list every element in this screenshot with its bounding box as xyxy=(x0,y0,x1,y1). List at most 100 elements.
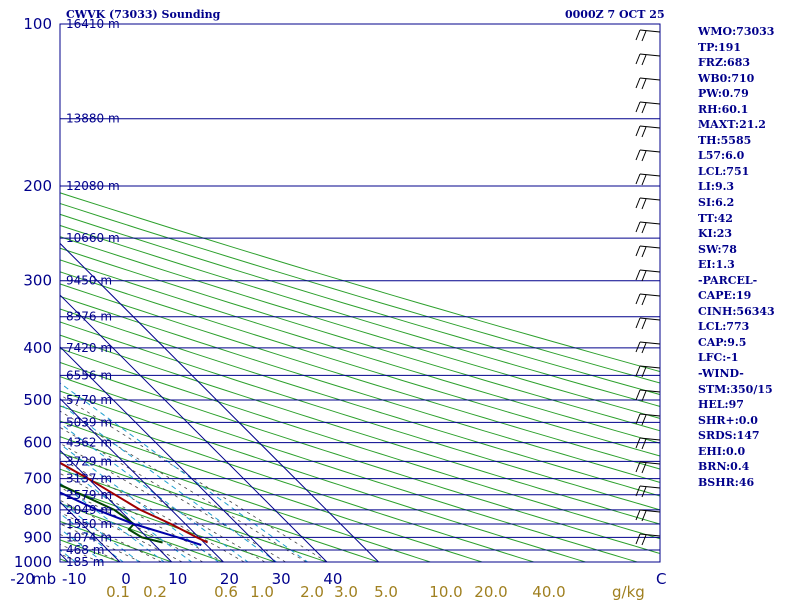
height-label: 3137 m xyxy=(66,472,112,486)
index-item: -WIND- xyxy=(698,367,744,381)
index-item: CAP:9.5 xyxy=(698,335,747,349)
index-item: TT:42 xyxy=(698,211,733,225)
wind-barb xyxy=(635,101,641,113)
dry-adiabat-line xyxy=(60,436,432,562)
dry-adiabat-line xyxy=(60,259,660,444)
wind-barb xyxy=(635,533,641,545)
wind-barb xyxy=(639,461,661,465)
dry-adiabat-line xyxy=(60,271,660,457)
moist-adiabat-line xyxy=(60,486,203,562)
mixing-ratio-line xyxy=(60,403,278,562)
wind-barb xyxy=(635,149,641,161)
wind-barb xyxy=(641,174,647,186)
wind-barb xyxy=(641,126,647,138)
dry-adiabat-line xyxy=(0,24,46,573)
height-label: 5770 m xyxy=(66,393,112,407)
temperature-tick-label: 40 xyxy=(323,570,342,588)
wind-barb xyxy=(635,269,641,281)
wind-barb xyxy=(635,389,641,401)
wind-barb xyxy=(639,29,661,33)
mixing-ratio-tick-label: 10.0 xyxy=(429,583,462,600)
isotherm-line xyxy=(60,397,224,562)
wind-barb xyxy=(635,437,641,449)
mixing-ratio-tick-label: 20.0 xyxy=(474,583,507,600)
wind-barb xyxy=(635,365,641,377)
height-label: 3729 m xyxy=(66,454,112,468)
mixing-ratio-line xyxy=(0,281,15,574)
index-item: LCL:773 xyxy=(698,320,750,334)
index-item: STM:350/15 xyxy=(698,382,773,396)
dry-adiabat-line xyxy=(60,236,660,419)
wind-barb xyxy=(641,54,647,66)
height-label: 1550 m xyxy=(66,517,112,531)
wind-barb xyxy=(635,317,641,329)
dry-adiabat-line xyxy=(60,321,660,511)
height-label: 16410 m xyxy=(66,17,120,31)
wind-barb xyxy=(639,293,661,297)
wind-barb xyxy=(639,101,661,105)
wind-barb xyxy=(639,77,661,81)
wind-barb xyxy=(641,222,647,234)
wind-barb xyxy=(641,198,647,210)
index-item: SHR+:0.0 xyxy=(698,413,758,427)
temperature-unit-label: C xyxy=(656,570,666,588)
index-item: TP:191 xyxy=(698,40,742,54)
mixing-ratio-tick-label: 0.1 xyxy=(106,583,130,600)
mixing-ratio-line xyxy=(60,500,141,562)
dry-adiabat-line xyxy=(60,213,660,396)
mixing-ratio-tick-label: 5.0 xyxy=(374,583,398,600)
height-label: 8376 m xyxy=(66,310,112,324)
index-item: HEL:97 xyxy=(698,398,744,412)
wind-barb xyxy=(641,318,647,330)
pressure-tick-label: 800 xyxy=(23,501,52,519)
wind-barb xyxy=(639,149,661,153)
index-item: -PARCEL- xyxy=(698,273,758,287)
dry-adiabat-line xyxy=(60,452,381,562)
plot-frame xyxy=(59,23,661,563)
chart-title: CWVK (73033) Sounding xyxy=(66,8,221,21)
pressure-tick-label: 1000 xyxy=(14,553,52,571)
index-item: KI:23 xyxy=(698,227,733,241)
index-item: MAXT:21.2 xyxy=(698,118,766,132)
temperature-tick-label: 20 xyxy=(220,570,239,588)
dry-adiabat-line xyxy=(60,308,660,497)
mixing-ratio-line xyxy=(60,512,125,562)
wind-barbs xyxy=(635,29,661,546)
height-label: 12080 m xyxy=(66,179,120,193)
moist-adiabat-line xyxy=(60,523,141,562)
wind-barb xyxy=(635,461,641,473)
mixing-ratio-tick-label: 3.0 xyxy=(334,583,358,600)
wind-barb xyxy=(635,173,641,185)
wind-barb xyxy=(635,221,641,233)
dry-adiabat-line xyxy=(60,283,660,470)
pressure-tick-label: 500 xyxy=(23,391,52,409)
index-item: LCL:751 xyxy=(698,164,750,178)
wind-barb xyxy=(635,245,641,257)
wind-barb xyxy=(639,197,661,201)
index-item: WB0:710 xyxy=(698,71,755,85)
index-item: TH:5585 xyxy=(698,133,752,147)
wind-barb xyxy=(635,293,641,305)
mixing-ratio-tick-label: 0.2 xyxy=(143,583,167,600)
wind-barb xyxy=(641,342,647,354)
isotherm-line xyxy=(60,346,276,562)
index-item: LFC:-1 xyxy=(698,351,739,365)
indices-panel: WMO:73033 TP:191 FRZ:683 WB0:710 PW:0.79 RH:6… xyxy=(698,24,775,490)
plot-area xyxy=(0,24,660,574)
isotherm-line xyxy=(60,449,173,562)
height-label: 6556 m xyxy=(66,368,112,382)
temperature-profile xyxy=(60,461,209,544)
index-item: SI:6.2 xyxy=(698,196,735,210)
dry-adiabat-line xyxy=(60,376,639,562)
wind-barb xyxy=(639,125,661,129)
height-label: 2579 m xyxy=(66,488,112,502)
mixing-ratio-tick-label: 0.6 xyxy=(214,583,238,600)
index-item: BSHR:46 xyxy=(698,475,755,489)
dry-adiabat-line xyxy=(60,520,174,562)
temperature-tick-label: 10 xyxy=(168,570,187,588)
height-label: 2049 m xyxy=(66,503,112,517)
mixing-ratio-line xyxy=(60,422,249,562)
dry-adiabat-line xyxy=(60,295,660,483)
mixing-ratio-line xyxy=(60,443,220,562)
wind-barb xyxy=(641,246,647,258)
